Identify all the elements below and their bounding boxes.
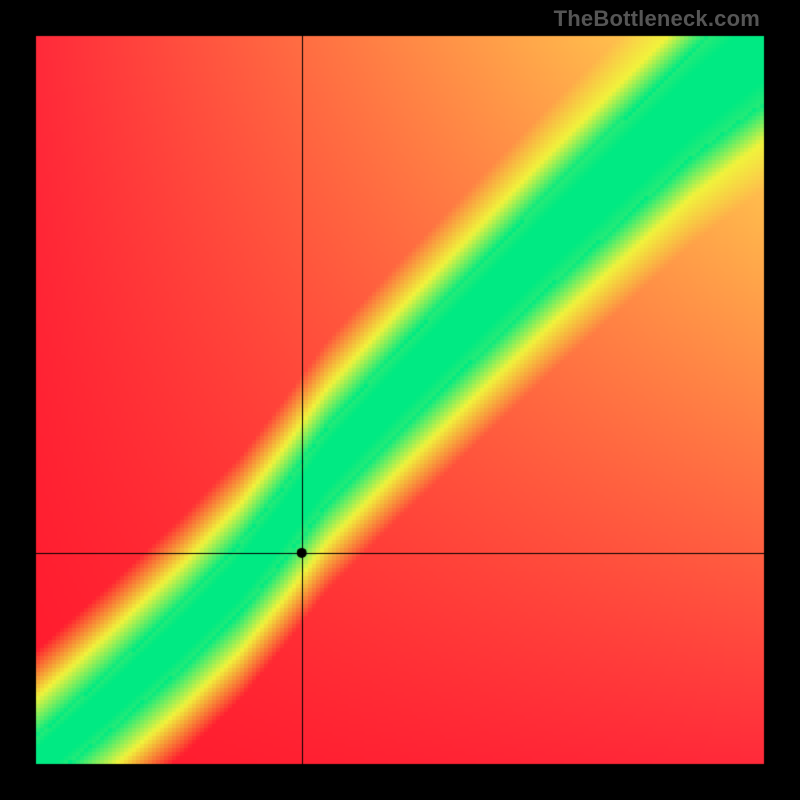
heatmap-canvas bbox=[0, 0, 800, 800]
watermark-label: TheBottleneck.com bbox=[554, 6, 760, 32]
chart-container: TheBottleneck.com bbox=[0, 0, 800, 800]
